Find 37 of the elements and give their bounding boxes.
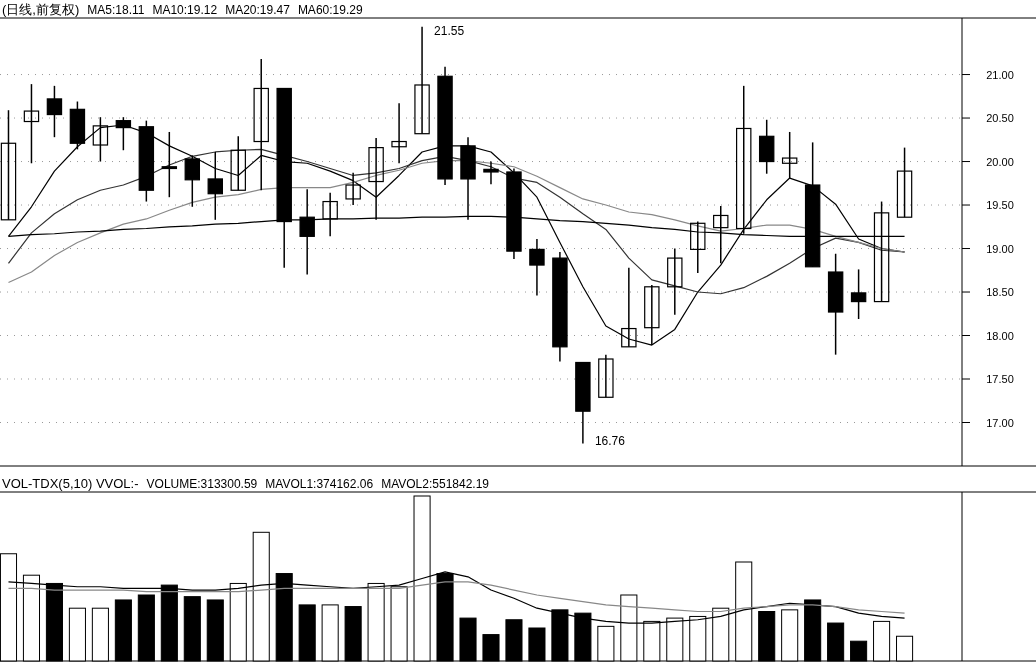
text: MAVOL1:374162.06 (265, 477, 374, 491)
chart-title: VOL-TDX(5,10) VVOL:- (2, 476, 139, 491)
chart-title: (日线,前复权) (2, 2, 80, 17)
text: MA10:19.12 (152, 3, 218, 17)
y-tick-label: 19.50 (986, 199, 1014, 212)
y-tick-label: 20.50 (986, 112, 1014, 125)
candlestick (161, 131, 178, 198)
candlestick (483, 160, 499, 185)
text: VOLUME:313300.59 (146, 477, 258, 491)
y-tick-label: 18.50 (986, 286, 1014, 299)
y-tick-label: 19.00 (986, 242, 1014, 255)
y-tick-label: 17.50 (986, 373, 1014, 386)
candlestick (529, 238, 545, 297)
candlestick (184, 154, 201, 208)
y-tick-label: 17.00 (986, 416, 1014, 429)
candlestick (391, 102, 407, 165)
text: MAVOL2:551842.19 (381, 477, 490, 491)
candlestick (345, 172, 361, 206)
candlestick (598, 353, 614, 399)
text: MA5:18.11 (87, 3, 145, 17)
y-tick-label: 20.00 (986, 155, 1014, 168)
y-tick-label: 21.00 (986, 68, 1014, 81)
annotation: 21.55 (434, 23, 465, 38)
candlestick (46, 85, 63, 138)
candlestick (850, 268, 867, 320)
candlestick (23, 83, 40, 165)
text: MA60:19.29 (297, 3, 363, 17)
candlestick (414, 25, 430, 135)
text: MA20:19.47 (225, 3, 291, 17)
candlestick (0, 109, 17, 221)
y-tick-label: 18.00 (986, 329, 1014, 342)
annotation: 16.76 (594, 434, 626, 449)
candlestick (230, 135, 246, 191)
candlestick (667, 247, 683, 316)
candlestick (896, 146, 913, 218)
candlestick (207, 151, 223, 221)
candlestick (781, 131, 798, 179)
